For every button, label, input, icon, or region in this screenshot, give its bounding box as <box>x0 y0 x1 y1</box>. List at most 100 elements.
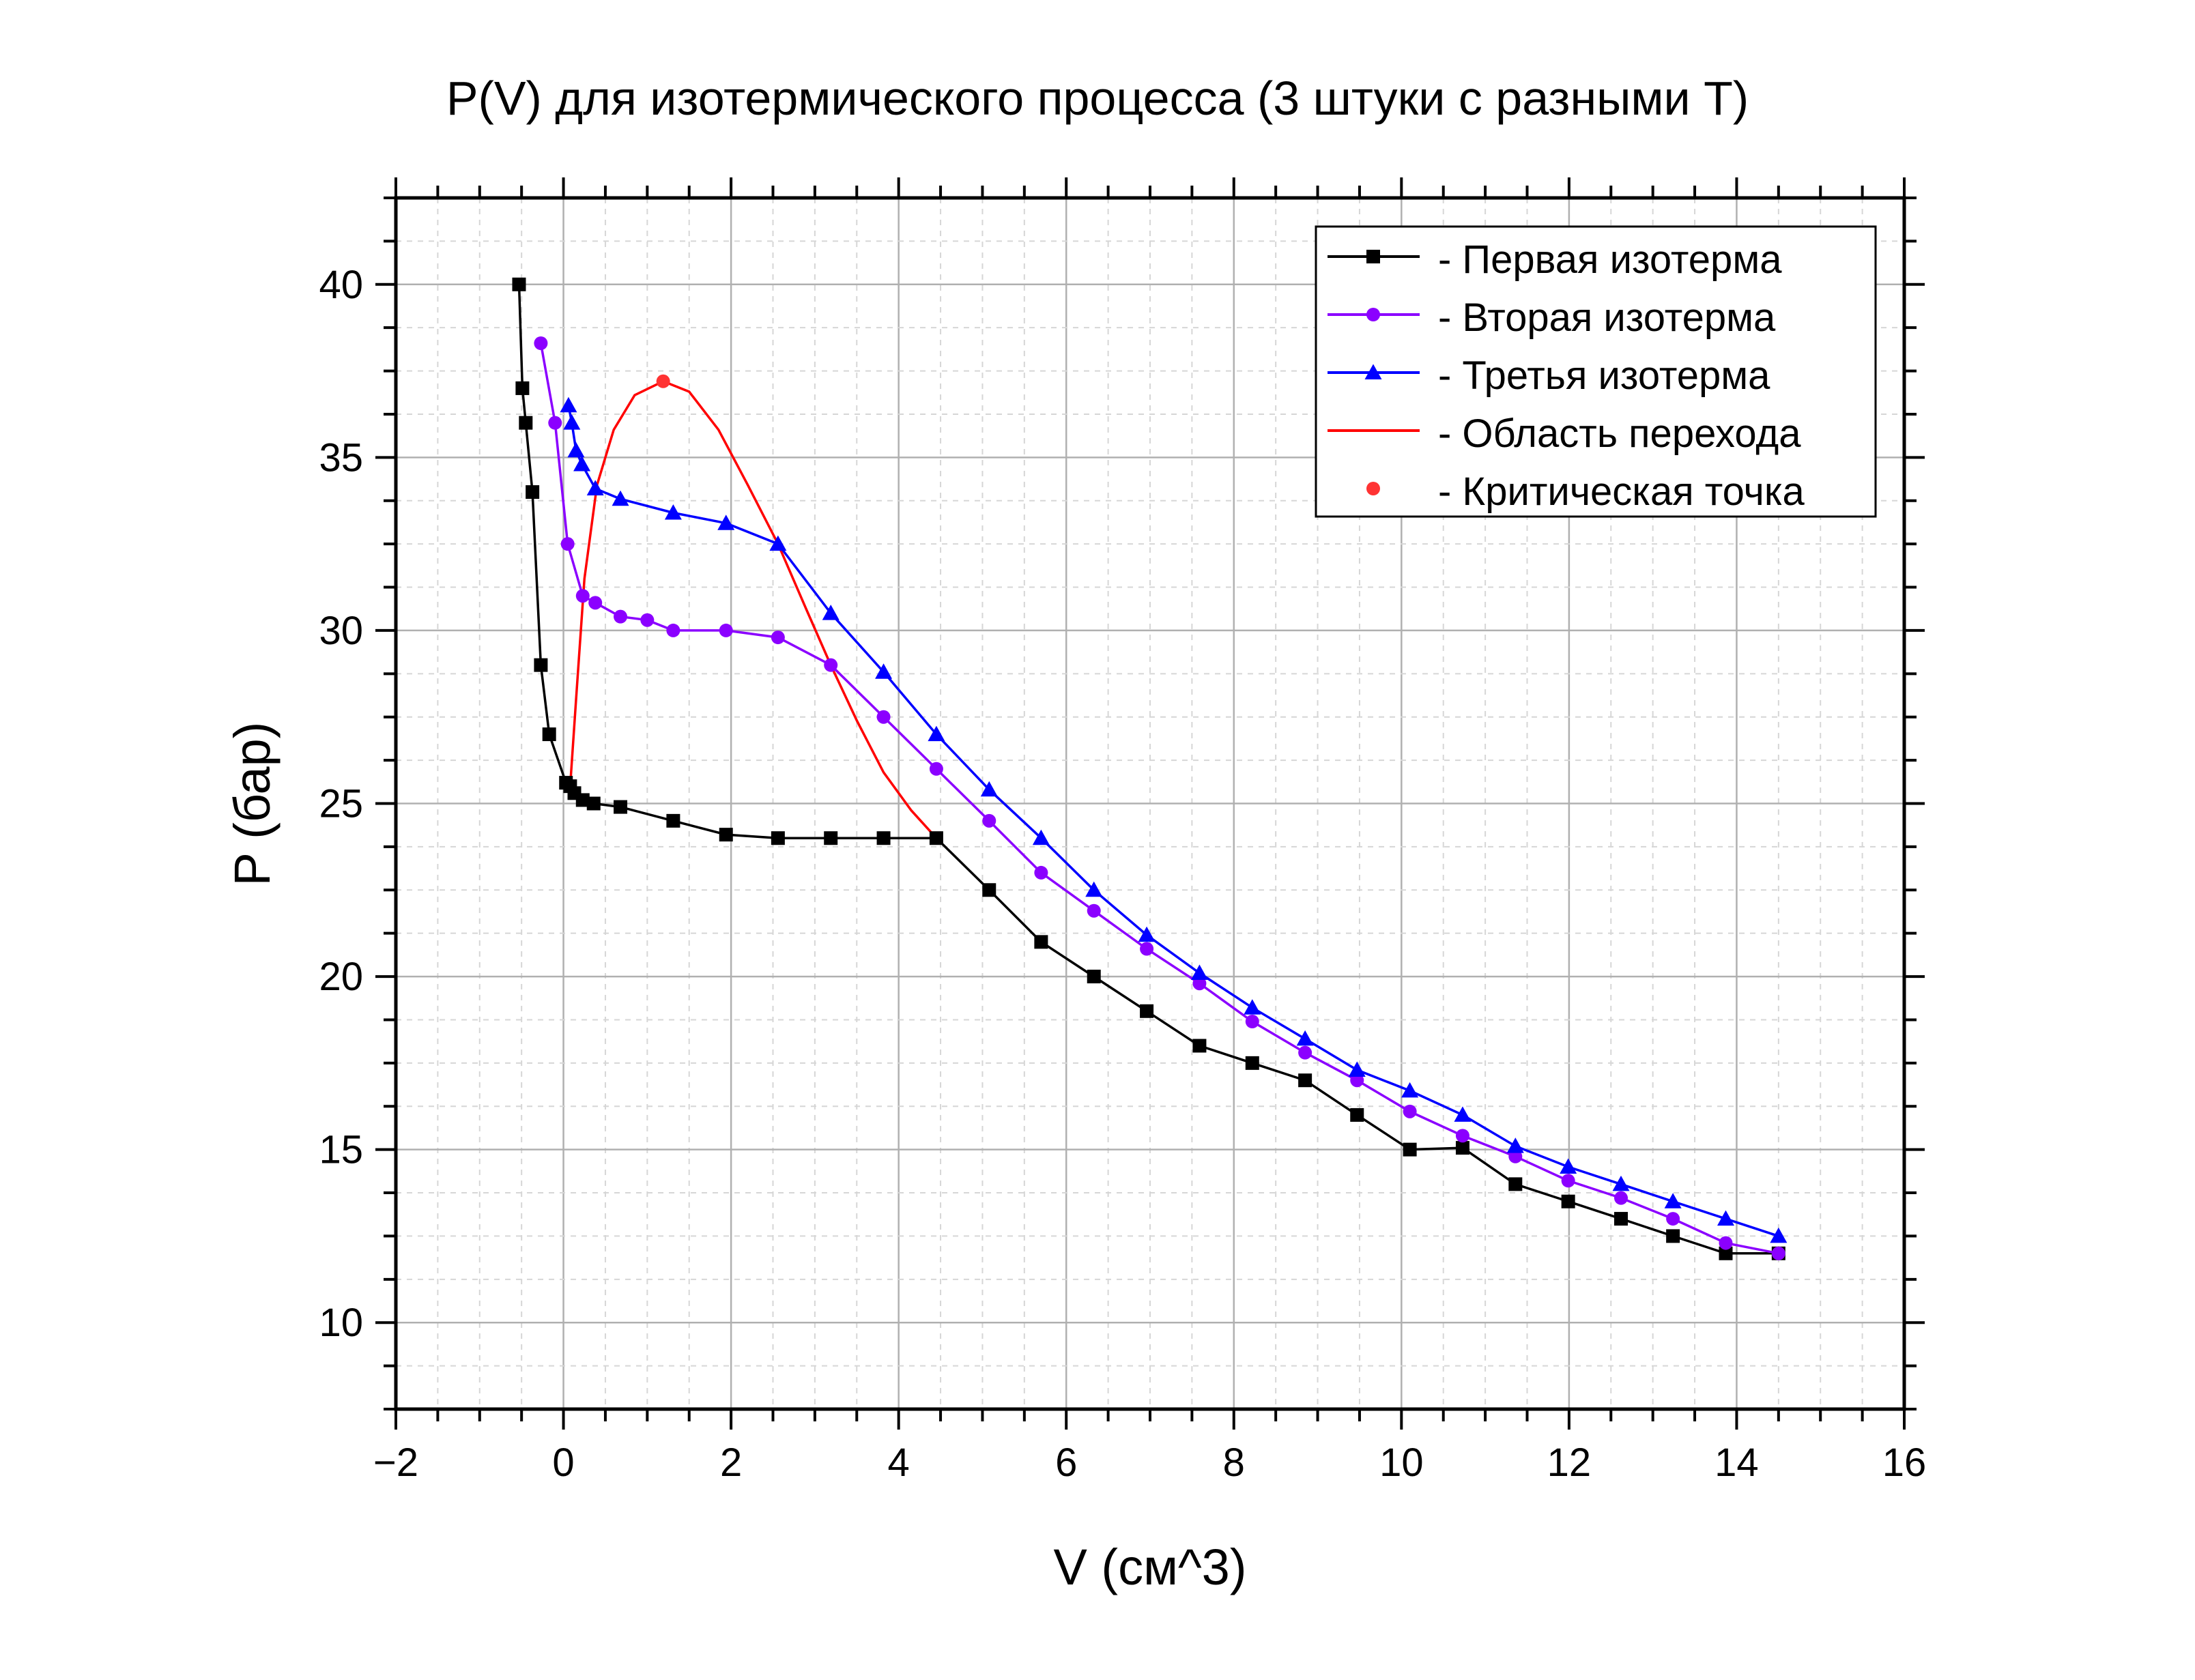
y-tick-label: 25 <box>319 782 363 826</box>
data-point <box>575 793 590 807</box>
data-point <box>1138 926 1156 942</box>
data-point <box>1244 999 1261 1015</box>
legend-entry-critical-point: - Критическая точка <box>1366 469 1805 514</box>
y-tick-label: 20 <box>319 955 363 999</box>
legend-entry-first-isotherm: - Первая изотерма <box>1328 237 1782 282</box>
x-tick-label: 4 <box>888 1440 910 1485</box>
data-point <box>519 416 533 430</box>
data-point <box>515 381 530 395</box>
data-point <box>1192 976 1207 991</box>
data-point <box>1560 1158 1577 1174</box>
data-point <box>614 800 628 814</box>
data-point <box>664 504 682 520</box>
data-point <box>542 727 556 742</box>
data-point <box>548 416 562 430</box>
data-point <box>1085 881 1103 897</box>
data-point <box>1087 903 1101 918</box>
data-point <box>1770 1227 1788 1243</box>
data-point <box>588 596 603 610</box>
grid <box>396 198 1904 1409</box>
data-point <box>876 710 891 724</box>
chart-title: P(V) для изотермического процесса (3 шту… <box>446 72 1749 125</box>
x-tick-label: 10 <box>1379 1440 1424 1485</box>
y-tick-label: 30 <box>319 609 363 653</box>
data-point <box>1298 1045 1312 1060</box>
data-point <box>512 277 526 291</box>
data-point <box>1506 1138 1524 1153</box>
data-point <box>534 336 548 350</box>
data-point <box>1296 1030 1314 1046</box>
data-point <box>1403 1104 1417 1118</box>
data-point <box>822 605 840 620</box>
data-point <box>1190 964 1208 980</box>
data-point <box>1717 1210 1734 1226</box>
data-point <box>526 485 540 499</box>
data-point <box>666 813 680 828</box>
data-point <box>1034 865 1048 880</box>
legend-entry-transition-region: - Область перехода <box>1328 411 1801 456</box>
y-tick-label: 35 <box>319 435 363 480</box>
data-point <box>534 658 548 672</box>
legend-label: - Область перехода <box>1438 411 1801 456</box>
data-point <box>928 725 945 742</box>
data-point <box>640 613 655 627</box>
data-point <box>586 796 601 811</box>
x-tick-label: 0 <box>552 1440 574 1485</box>
data-point <box>1348 1061 1366 1077</box>
data-point <box>719 623 733 637</box>
legend-label: - Третья изотерма <box>1438 353 1770 398</box>
legend-sample <box>1366 482 1380 495</box>
series-layer <box>512 277 1788 1260</box>
data-point <box>980 781 998 797</box>
legend-sample <box>1328 364 1420 379</box>
data-point <box>1032 829 1050 845</box>
data-point <box>982 883 996 897</box>
data-point <box>586 480 604 495</box>
data-point <box>1561 1194 1575 1208</box>
data-point <box>1666 1229 1680 1243</box>
data-point <box>876 831 891 845</box>
x-axis-label: V (см^3) <box>1054 1539 1247 1595</box>
data-point <box>717 515 735 530</box>
data-point <box>1298 1073 1312 1088</box>
data-point <box>1034 935 1048 949</box>
data-point <box>1719 1236 1733 1250</box>
series-line <box>569 379 938 839</box>
data-point <box>929 831 943 845</box>
series-1 <box>534 336 1785 1260</box>
data-point <box>1664 1193 1682 1208</box>
series-line <box>567 405 1779 1238</box>
data-point <box>567 441 585 458</box>
data-point <box>1401 1082 1419 1098</box>
data-point <box>1366 308 1380 321</box>
data-point <box>1192 1039 1207 1053</box>
data-point <box>1140 942 1154 956</box>
data-point <box>1508 1177 1523 1191</box>
x-tick-label: 12 <box>1547 1440 1592 1485</box>
legend-label: - Вторая изотерма <box>1438 295 1776 340</box>
data-point <box>666 623 680 637</box>
y-tick-label: 15 <box>319 1128 363 1172</box>
data-point <box>1455 1129 1469 1143</box>
x-tick-label: −2 <box>373 1440 418 1485</box>
data-point <box>560 396 577 413</box>
data-point <box>982 813 996 828</box>
data-point <box>769 535 787 551</box>
data-point <box>560 537 575 551</box>
x-tick-labels: −2 0 2 4 6 8 10 12 14 16 <box>373 1440 1926 1485</box>
y-tick-label: 40 <box>319 263 363 307</box>
data-point <box>1614 1191 1629 1205</box>
data-point <box>1403 1142 1417 1157</box>
data-point <box>929 762 943 776</box>
data-point <box>1561 1174 1575 1188</box>
data-point <box>1245 1015 1259 1028</box>
legend-label: - Критическая точка <box>1438 469 1805 514</box>
x-tick-label: 6 <box>1055 1440 1077 1485</box>
data-point <box>771 631 785 645</box>
data-point <box>1455 1141 1469 1155</box>
legend-entry-third-isotherm: - Третья изотерма <box>1328 353 1770 398</box>
data-point <box>1771 1246 1785 1260</box>
data-point <box>1350 1107 1364 1122</box>
data-point <box>1140 1004 1154 1018</box>
data-point <box>1614 1212 1629 1226</box>
